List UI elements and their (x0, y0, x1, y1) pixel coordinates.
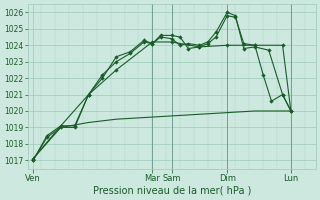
X-axis label: Pression niveau de la mer( hPa ): Pression niveau de la mer( hPa ) (92, 186, 251, 196)
